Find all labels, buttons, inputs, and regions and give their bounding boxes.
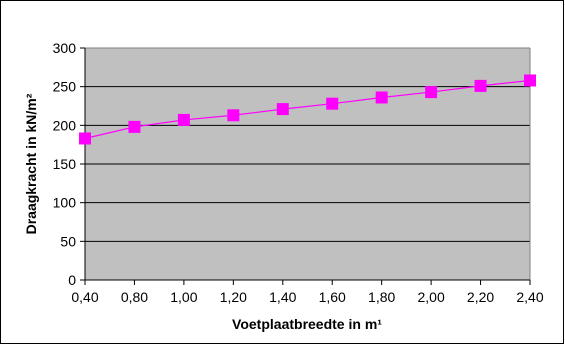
- y-tick-label: 0: [68, 272, 76, 288]
- x-axis-ticks: 0,40 0,80 1,00 1,20 1,40 1,60 1,80 2,00 2,20 2,40: [71, 280, 544, 305]
- data-point-marker: [375, 91, 388, 104]
- series-markers: [79, 74, 536, 145]
- y-tick-label: 250: [53, 79, 77, 95]
- x-tick-label: 0,40: [71, 289, 98, 305]
- data-point-marker: [524, 74, 536, 87]
- data-point-marker: [79, 132, 91, 145]
- data-point-marker: [276, 103, 289, 116]
- x-tick-label: 0,80: [121, 289, 148, 305]
- data-point-marker: [474, 79, 487, 92]
- y-axis-ticks: 0 50 100 150 200 250 300: [53, 40, 85, 288]
- y-axis-title: Draagkracht in kN/m²: [23, 93, 39, 234]
- y-tick-label: 200: [53, 117, 77, 133]
- x-tick-label: 1,20: [220, 289, 247, 305]
- x-tick-label: 1,40: [269, 289, 296, 305]
- y-tick-label: 300: [53, 40, 77, 56]
- data-point-marker: [128, 120, 141, 133]
- series-line: [84, 79, 531, 140]
- x-axis-title: Voetplaatbreedte in m¹: [232, 316, 382, 332]
- y-tick-label: 150: [53, 156, 77, 172]
- y-tick-label: 100: [53, 195, 77, 211]
- y-tick-label: 50: [60, 233, 76, 249]
- data-point-marker: [425, 86, 438, 99]
- x-tick-label: 1,00: [170, 289, 197, 305]
- x-tick-label: 2,20: [467, 289, 494, 305]
- data-point-marker: [227, 109, 240, 122]
- x-tick-label: 2,40: [516, 289, 543, 305]
- x-tick-label: 1,60: [319, 289, 346, 305]
- data-point-marker: [326, 97, 339, 110]
- data-point-marker: [177, 113, 190, 126]
- x-tick-label: 1,80: [368, 289, 395, 305]
- x-tick-label: 2,00: [417, 289, 444, 305]
